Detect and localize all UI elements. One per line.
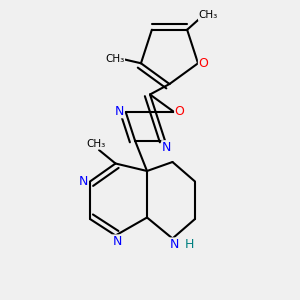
Text: O: O <box>175 105 184 118</box>
Text: N: N <box>169 238 179 251</box>
Text: N: N <box>115 105 124 118</box>
Text: N: N <box>162 141 171 154</box>
Text: H: H <box>184 238 194 251</box>
Text: CH₃: CH₃ <box>105 54 124 64</box>
Text: CH₃: CH₃ <box>199 10 218 20</box>
Text: N: N <box>79 175 88 188</box>
Text: O: O <box>199 57 208 70</box>
Text: N: N <box>112 235 122 248</box>
Text: CH₃: CH₃ <box>86 139 106 149</box>
